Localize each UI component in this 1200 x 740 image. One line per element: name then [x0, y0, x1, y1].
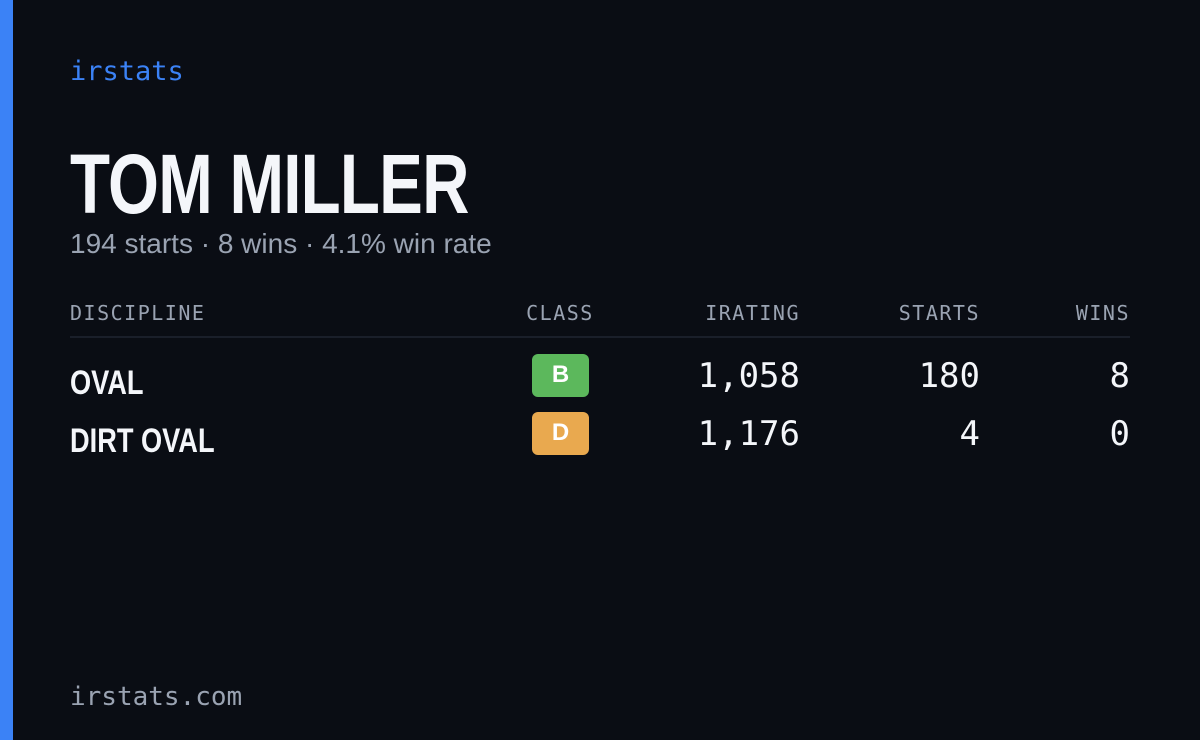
column-header: DISCIPLINE — [70, 301, 206, 325]
divider — [70, 336, 1130, 338]
column-header: WINS — [1075, 301, 1130, 325]
starts: 4 — [959, 414, 980, 454]
discipline: OVAL — [70, 364, 144, 402]
irating: 1,058 — [697, 356, 800, 396]
discipline: DIRT OVAL — [70, 422, 215, 460]
column-header: STARTS — [898, 301, 980, 325]
accent-bar — [0, 0, 13, 740]
class-badge: D — [532, 412, 589, 455]
footer-url: irstats.com — [70, 682, 243, 712]
brand: irstats — [70, 56, 184, 87]
column-header: IRATING — [705, 301, 800, 325]
wins: 8 — [1109, 356, 1130, 396]
column-header: CLASS — [526, 301, 594, 325]
summary: 194 starts · 8 wins · 4.1% win rate — [70, 228, 492, 259]
wins: 0 — [1109, 414, 1130, 454]
driver-name: TOM MILLER — [70, 137, 469, 231]
class-badge: B — [532, 354, 589, 397]
irating: 1,176 — [697, 414, 800, 454]
starts: 180 — [918, 356, 980, 396]
